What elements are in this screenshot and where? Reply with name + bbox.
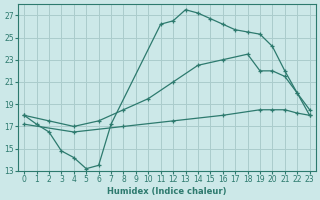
X-axis label: Humidex (Indice chaleur): Humidex (Indice chaleur) [107,187,227,196]
